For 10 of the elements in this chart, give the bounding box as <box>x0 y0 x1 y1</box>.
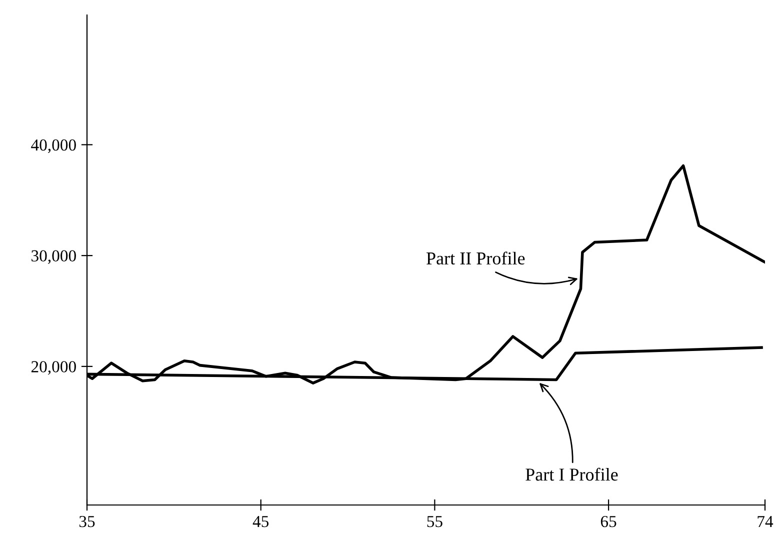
y-tick-label: 40,000 <box>31 139 76 154</box>
x-tick-label: 74 <box>758 516 774 527</box>
x-tick-label: 45 <box>252 516 269 528</box>
annotation: Part I Profile <box>526 468 618 481</box>
annotation: Part II Profile <box>426 252 525 265</box>
x-tick-label: 55 <box>427 516 442 528</box>
y-tick-label: 30,000 <box>32 250 76 264</box>
x-tick-label: 35 <box>79 516 95 528</box>
y-tick-label: 20,000 <box>31 361 76 375</box>
x-tick-label: 65 <box>600 516 616 528</box>
